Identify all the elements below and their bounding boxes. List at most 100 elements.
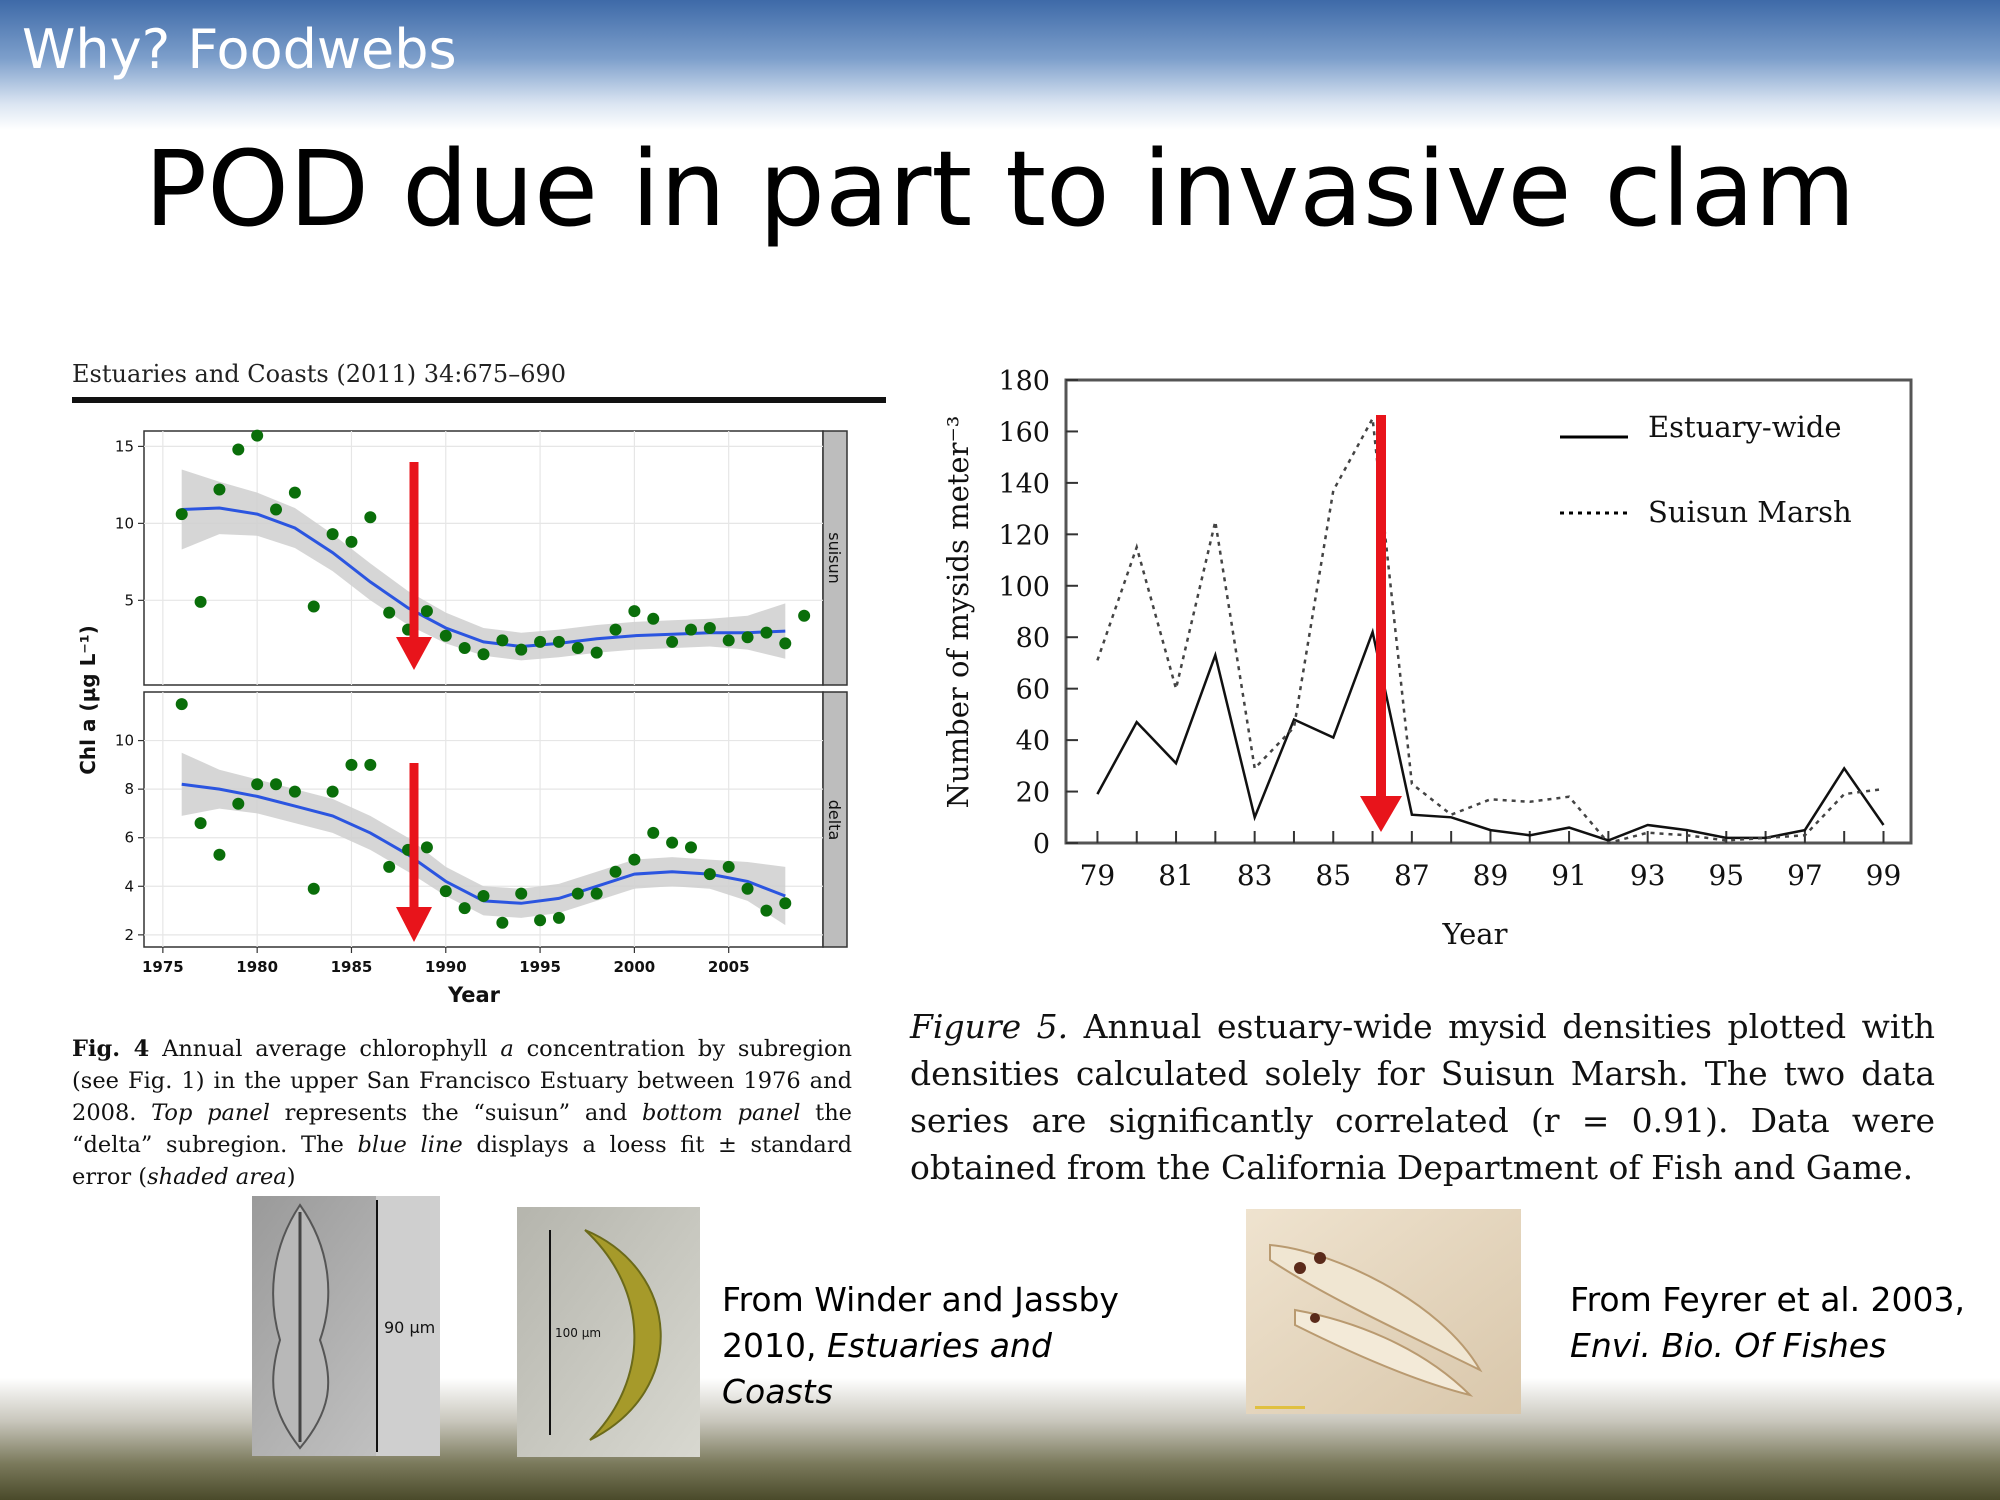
strip-suisun-label: suisun (825, 532, 844, 584)
y-tick-label: 0 (1033, 829, 1050, 860)
x-tick-label: 1995 (519, 958, 561, 976)
loess-line (181, 506, 786, 649)
data-point (175, 698, 188, 711)
credit-feyrer: From Feyrer et al. 2003, Envi. Bio. Of F… (1570, 1277, 1990, 1369)
x-tick-label: 89 (1473, 859, 1509, 892)
data-point (552, 911, 565, 924)
data-point (609, 865, 622, 878)
data-point (760, 626, 773, 639)
y-tick-label: 160 (998, 417, 1050, 448)
legend-suisun-marsh: Suisun Marsh (1648, 495, 1852, 529)
data-point (477, 648, 490, 661)
data-point (760, 904, 773, 917)
data-point (477, 890, 490, 902)
fig5-chart: 0 20 40 60 80 100 120 140 160 180 79 81 83 85 87 89 91 93… (998, 366, 1913, 892)
data-point (364, 758, 377, 771)
title-band (0, 0, 2000, 130)
section-label: Why? Foodwebs (22, 18, 457, 81)
data-point (326, 528, 339, 541)
data-point (420, 841, 433, 854)
caption-text: ) (286, 1164, 296, 1190)
plot-frame (1064, 378, 1913, 845)
caption-text: Annual estuary-wide mysid densities plot… (910, 1007, 1935, 1187)
legend: Estuary-wide Suisun Marsh (1560, 410, 1852, 529)
legend-estuary-wide: Estuary-wide (1648, 410, 1842, 444)
x-tick-label: 93 (1630, 859, 1666, 892)
y-tick-label: 2 (124, 926, 134, 944)
y-tick-label: 40 (1016, 726, 1050, 757)
fig4-xlabel: Year (447, 983, 501, 1007)
data-point (571, 642, 584, 655)
data-point (345, 535, 358, 548)
data-point (439, 629, 452, 642)
data-point (345, 758, 358, 771)
x-tick-label: 99 (1866, 859, 1902, 892)
data-point (213, 848, 226, 861)
caption-text: Annual average chlorophyll (149, 1036, 501, 1062)
data-point (779, 637, 792, 650)
y-tick-label: 8 (124, 780, 134, 798)
y-tick-label: 4 (124, 877, 134, 895)
data-point (194, 595, 207, 608)
data-point (496, 916, 509, 929)
credit-text: From Feyrer et al. 2003, (1570, 1280, 1966, 1319)
x-tick-label: 2005 (708, 958, 750, 976)
data-point (420, 605, 433, 618)
data-point (722, 860, 735, 873)
fig4-ylabel: Chl a (µg L⁻¹) (76, 625, 100, 775)
data-point (534, 635, 547, 648)
data-point (590, 646, 603, 659)
caption-italic: Top panel (151, 1100, 270, 1126)
x-tick-label: 95 (1708, 859, 1744, 892)
x-tick-label: 83 (1237, 859, 1273, 892)
data-point (251, 429, 264, 442)
y-tick-label: 10 (115, 732, 134, 750)
data-point (684, 841, 697, 854)
slide-title: POD due in part to invasive clam (144, 128, 1856, 250)
credit-journal: Envi. Bio. Of Fishes (1570, 1326, 1887, 1365)
strip-delta (822, 691, 848, 948)
y-tick-label: 15 (115, 437, 134, 455)
data-point (666, 836, 679, 849)
diatom-photo: 90 µm (252, 1196, 440, 1456)
data-point (779, 897, 792, 910)
credit-text: From Winder and Jassby 2010, (722, 1280, 1119, 1365)
strip-suisun (822, 430, 848, 686)
fig5-xlabel: Year (1442, 917, 1508, 951)
data-point (628, 605, 641, 618)
journal-header: Estuaries and Coasts (2011) 34:675–690 (72, 360, 566, 388)
data-point (798, 609, 811, 622)
data-point (232, 443, 245, 456)
arrow-delta (396, 763, 432, 942)
y-tick-label: 60 (1016, 675, 1050, 706)
caption-text: displays a loess fit ± standard error ( (72, 1132, 852, 1190)
caption-italic: a (500, 1036, 514, 1062)
y-tick-label: 10 (115, 514, 134, 532)
y-tick-label: 140 (998, 469, 1050, 500)
data-point (307, 600, 320, 613)
data-point (232, 797, 245, 810)
data-point (326, 785, 339, 798)
data-point (628, 853, 641, 866)
x-tick-label: 1990 (425, 958, 467, 976)
data-point (270, 778, 283, 791)
caption-italic: bottom panel (641, 1100, 801, 1126)
caption-text: represents the “suisun” and (269, 1100, 642, 1126)
data-point (307, 882, 320, 895)
data-point (194, 817, 207, 830)
data-point (609, 623, 622, 636)
data-point (270, 503, 283, 516)
y-tick-label: 180 (998, 366, 1050, 397)
fig4-caption-label: Fig. 4 (72, 1036, 150, 1062)
data-point (251, 778, 264, 791)
data-point (383, 606, 396, 619)
data-point (552, 635, 565, 648)
y-tick-label: 20 (1016, 778, 1050, 809)
se-band (181, 752, 786, 926)
mysid-photo (1246, 1209, 1521, 1414)
data-point (571, 887, 584, 900)
data-point (288, 486, 301, 499)
diatom-scale-label: 90 µm (384, 1318, 435, 1337)
y-tick-label: 80 (1016, 623, 1050, 654)
